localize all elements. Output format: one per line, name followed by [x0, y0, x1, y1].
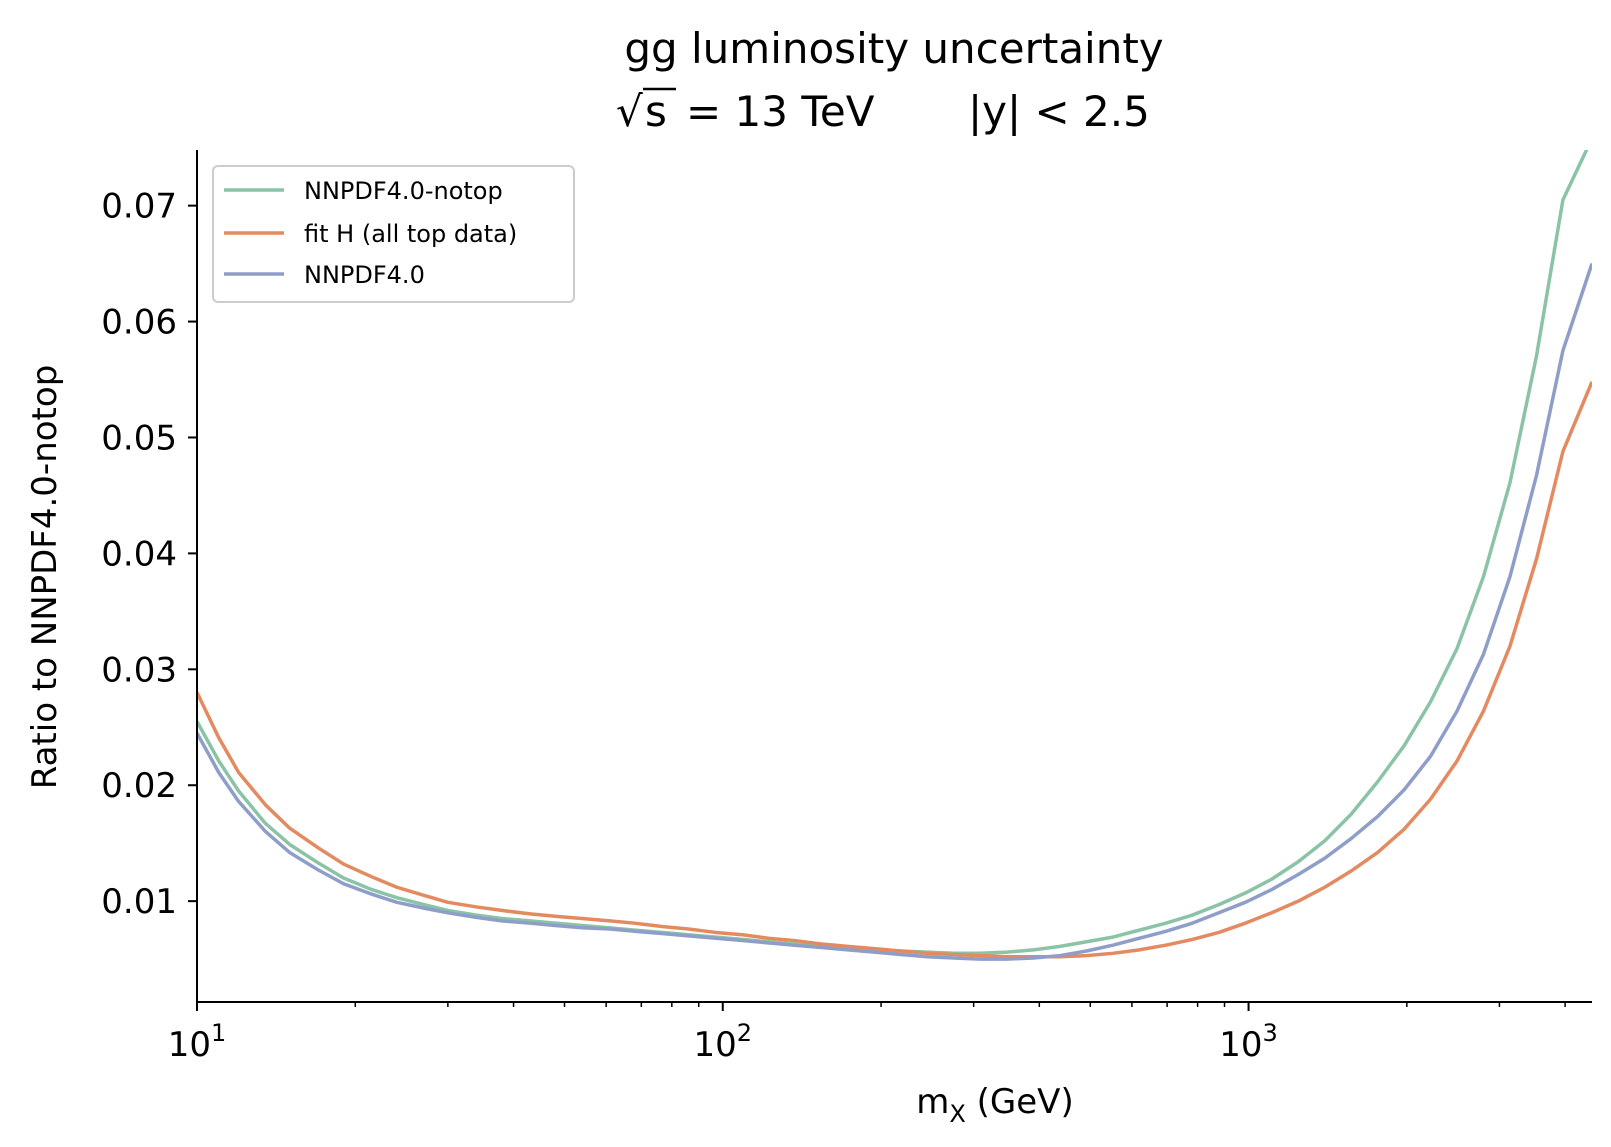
y-tick-label: 0.07 — [101, 187, 177, 227]
subtitle-energy: = 13 TeV — [686, 87, 875, 136]
x-tick-label: 103 — [1219, 1019, 1278, 1065]
series-line-fit-h-all-top-data — [197, 381, 1592, 959]
legend: NNPDF4.0-notop fit H (all top data) NNPD… — [212, 165, 575, 303]
subtitle-rapidity: |y| < 2.5 — [968, 87, 1150, 136]
y-ticks: 0.01 0.02 0.03 0.04 0.05 0.06 0.07 — [101, 187, 197, 922]
y-axis-label: Ratio to NNPDF4.0-notop — [25, 365, 65, 790]
x-ticks: 101 102 103 — [168, 1002, 1566, 1065]
x-axis-label: mX (GeV) — [916, 1082, 1073, 1128]
x-axis-label-main: m — [916, 1082, 949, 1122]
legend-label-nnpdf40: NNPDF4.0 — [304, 261, 425, 289]
y-tick-label: 0.05 — [101, 418, 177, 458]
legend-box — [212, 165, 575, 303]
series-layer — [197, 150, 1592, 961]
subtitle-s: s — [645, 87, 667, 136]
y-tick-label: 0.03 — [101, 650, 177, 690]
series-line-nnpdf4-0 — [197, 263, 1592, 961]
x-tick-label: 102 — [694, 1019, 753, 1065]
x-tick-label: 101 — [168, 1019, 227, 1065]
subtitle-sqrt-symbol: √ — [616, 87, 643, 136]
chart-subtitle: √ s = 13 TeV |y| < 2.5 — [616, 87, 1150, 136]
y-tick-label: 0.02 — [101, 766, 177, 806]
x-axis-label-unit: (GeV) — [966, 1082, 1074, 1122]
chart-title: gg luminosity uncertainty — [624, 24, 1163, 73]
y-tick-label: 0.04 — [101, 534, 177, 574]
x-axis-label-sub: X — [949, 1100, 965, 1128]
legend-label-nnpdf40-notop: NNPDF4.0-notop — [304, 177, 503, 205]
legend-label-fit-h: fit H (all top data) — [304, 220, 517, 248]
y-tick-label: 0.01 — [101, 882, 177, 922]
y-tick-label: 0.06 — [101, 303, 177, 343]
